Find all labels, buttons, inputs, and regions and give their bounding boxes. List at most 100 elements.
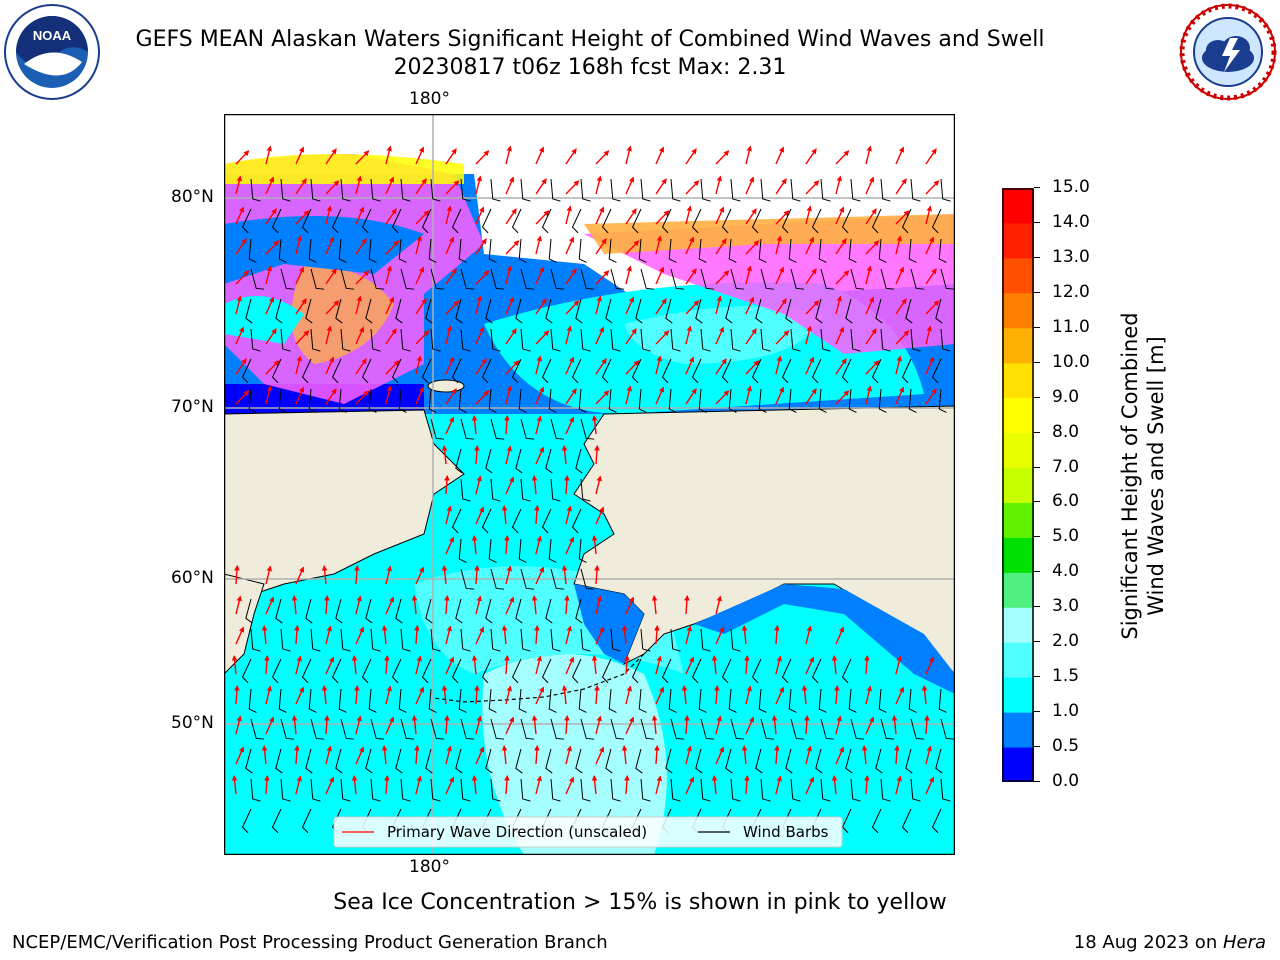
sea-ice-west-2 — [291, 264, 394, 364]
wind-barb — [901, 808, 912, 834]
wave-direction-arrow — [385, 265, 392, 285]
map-frame — [224, 114, 955, 855]
wind-barb — [365, 598, 373, 624]
wind-barb — [490, 418, 505, 440]
wind-barb — [788, 238, 797, 263]
wave-direction-arrow — [685, 388, 697, 405]
wave-direction-arrow — [265, 360, 280, 375]
wave-direction-arrow — [565, 745, 572, 765]
wave-direction-arrow — [685, 325, 692, 345]
wind-barb — [901, 208, 912, 234]
wave-direction-arrow — [351, 774, 358, 795]
wind-barb — [850, 778, 861, 802]
wind-barb — [280, 268, 295, 290]
wind-barb — [571, 658, 582, 684]
coastal-band — [574, 584, 644, 664]
wave-direction-arrow — [864, 774, 870, 795]
wind-barb — [700, 778, 711, 802]
wave-direction-arrow — [715, 626, 725, 645]
colorbar-tick-mark — [1034, 291, 1040, 293]
wave-direction-arrow — [231, 774, 238, 795]
wind-barb — [391, 358, 402, 384]
wind-barb — [700, 328, 711, 352]
wave-direction-arrow — [445, 236, 455, 255]
wind-barb — [698, 388, 707, 413]
wind-barb — [305, 298, 313, 324]
wave-direction-arrow — [864, 654, 870, 675]
wave-direction-arrow — [535, 566, 545, 585]
wave-direction-arrow — [324, 594, 330, 615]
wind-barb — [485, 598, 493, 624]
colorbar-segment — [1002, 292, 1034, 329]
wave-direction-arrow — [445, 388, 457, 405]
wind-barb — [758, 688, 767, 713]
wave-direction-arrow — [471, 414, 478, 435]
wave-direction-arrow — [865, 716, 875, 735]
wind-barb — [700, 718, 715, 740]
wind-barb — [250, 328, 261, 352]
wind-barb — [301, 658, 312, 684]
wave-direction-arrow — [265, 328, 277, 345]
wind-barb — [931, 208, 942, 234]
wave-direction-arrow — [715, 270, 730, 285]
wave-direction-arrow — [685, 268, 697, 285]
wind-barb — [490, 568, 505, 590]
wave-direction-arrow — [775, 686, 785, 705]
wind-barb — [841, 208, 852, 234]
wind-barb — [400, 628, 411, 652]
wave-direction-arrow — [594, 564, 600, 585]
wave-direction-arrow — [505, 716, 515, 735]
colorbar-tick-mark — [1034, 501, 1040, 503]
wind-barb — [368, 238, 377, 263]
wave-direction-arrow — [505, 596, 515, 615]
wind-barb — [790, 178, 801, 202]
wind-barb — [425, 748, 433, 774]
wind-barb — [880, 778, 891, 802]
wind-barb — [520, 778, 531, 802]
wave-direction-arrow — [685, 656, 695, 675]
wind-barb — [610, 328, 621, 352]
wave-direction-arrow — [865, 360, 880, 375]
wind-barb — [850, 718, 865, 740]
wave-direction-arrow — [655, 655, 662, 675]
wave-direction-arrow — [805, 745, 812, 765]
wind-barb — [370, 328, 381, 352]
wave-direction-arrow — [711, 774, 718, 795]
wave-direction-arrow — [565, 776, 575, 795]
wind-barb — [241, 658, 252, 684]
wind-barb — [481, 358, 492, 384]
wind-barb — [640, 628, 651, 652]
wind-barb — [640, 718, 655, 740]
colorbar-title: Significant Height of Combined Wind Wave… — [1117, 311, 1169, 641]
wind-barb — [661, 208, 672, 234]
wave-direction-arrow — [774, 744, 780, 765]
wave-direction-arrow — [835, 390, 850, 405]
colorbar-tick-mark — [1034, 536, 1040, 538]
wind-barb — [610, 718, 625, 740]
wave-direction-arrow — [805, 300, 820, 315]
wave-direction-arrow — [535, 686, 545, 705]
wind-barb — [730, 628, 741, 652]
wave-direction-arrow — [235, 150, 250, 165]
wave-direction-arrow — [265, 145, 272, 165]
wave-direction-arrow — [505, 445, 512, 465]
wave-direction-arrow — [801, 684, 808, 705]
wind-barb — [725, 298, 733, 324]
wave-direction-arrow — [295, 330, 310, 345]
wave-direction-arrow — [835, 326, 845, 345]
wind-barb — [580, 628, 591, 652]
wind-barb — [910, 178, 921, 202]
wave-direction-arrow — [741, 744, 748, 765]
wave-direction-arrow — [925, 388, 937, 405]
wave-direction-arrow — [894, 744, 900, 765]
wave-direction-arrow — [531, 714, 538, 735]
wind-barb — [340, 268, 355, 290]
wind-barb — [250, 178, 261, 202]
wind-barb — [938, 238, 947, 263]
wind-barb — [875, 748, 883, 774]
wind-barb — [790, 268, 805, 290]
wind-barb — [520, 268, 535, 290]
wind-barb — [541, 508, 552, 534]
wave-direction-arrow — [865, 296, 875, 315]
wave-direction-arrow — [625, 328, 637, 345]
